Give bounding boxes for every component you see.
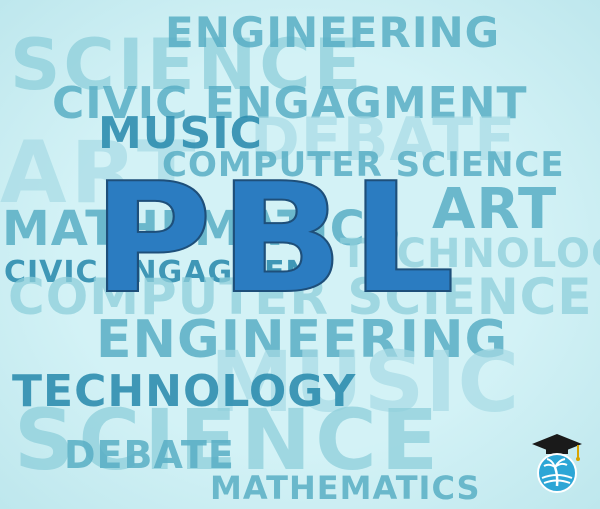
pbl-title: PBL [91, 150, 462, 327]
word-technology-bottom: TECHNOLOGY [12, 366, 357, 417]
word-music-top: MUSIC [98, 108, 263, 159]
word-mathematics: MATHEMATICS [2, 201, 403, 257]
word-music-bottom: MUSIC [210, 333, 521, 431]
word-debate-top: DEBATE [250, 105, 517, 175]
word-art-right: ART [432, 177, 558, 242]
word-technology-right: TECHNOLOGY [340, 231, 600, 277]
word-computer-science-mid: COMPUTER SCIENCE [8, 268, 593, 326]
graduation-cap-palm-tree-icon [528, 432, 586, 494]
word-computer-science-top: COMPUTER SCIENCE [162, 145, 565, 185]
word-engineering-top: ENGINEERING [165, 8, 501, 57]
word-mathematics-bottom: MATHEMATICS [210, 469, 481, 507]
word-engineering-mid: ENGINEERING [96, 310, 509, 370]
word-debate-bottom: DEBATE [64, 433, 235, 477]
word-science-bottom: SCIENCE [14, 391, 443, 489]
word-science-top: SCIENCE [10, 24, 365, 106]
word-civic-engagment-top: CIVIC ENGAGMENT [52, 78, 528, 129]
word-civic-engagment-left: CIVIC ENGAGMENT [4, 255, 334, 290]
word-art-left: ART [0, 123, 200, 223]
